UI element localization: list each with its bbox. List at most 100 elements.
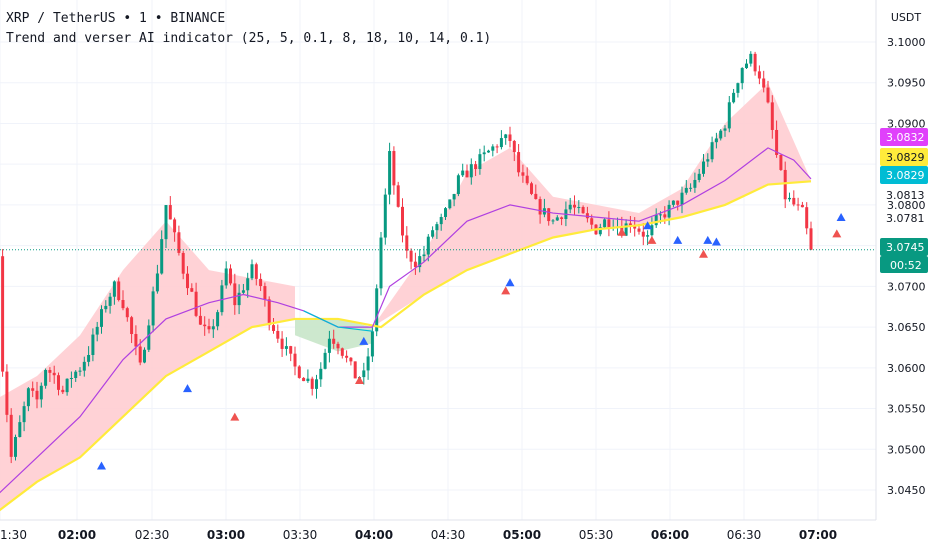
candle[interactable] xyxy=(151,291,155,326)
candle[interactable] xyxy=(48,370,52,373)
candle[interactable] xyxy=(689,187,693,189)
candle[interactable] xyxy=(237,292,241,306)
candle[interactable] xyxy=(134,334,138,347)
buy-signal-marker[interactable] xyxy=(359,336,369,345)
candle[interactable] xyxy=(448,199,452,209)
sell-signal-marker[interactable] xyxy=(699,249,708,258)
candle[interactable] xyxy=(560,217,564,219)
candle[interactable] xyxy=(177,232,181,253)
candle[interactable] xyxy=(22,406,26,423)
candle[interactable] xyxy=(452,194,456,200)
candle[interactable] xyxy=(422,254,426,257)
candle[interactable] xyxy=(800,204,804,208)
buy-signal-marker[interactable] xyxy=(183,384,192,393)
candle[interactable] xyxy=(461,170,465,176)
candle[interactable] xyxy=(568,204,572,210)
candle[interactable] xyxy=(147,325,151,350)
candle[interactable] xyxy=(216,312,220,327)
candle[interactable] xyxy=(340,348,344,356)
candle[interactable] xyxy=(487,150,490,153)
buy-signal-marker[interactable] xyxy=(643,221,653,230)
candle[interactable] xyxy=(714,138,718,143)
candle[interactable] xyxy=(272,325,275,331)
candle[interactable] xyxy=(293,353,297,367)
candle[interactable] xyxy=(405,235,409,251)
candle[interactable] xyxy=(624,223,628,236)
candle[interactable] xyxy=(280,338,284,349)
candle[interactable] xyxy=(117,281,121,301)
candle[interactable] xyxy=(130,317,134,335)
candle[interactable] xyxy=(375,288,379,332)
candle[interactable] xyxy=(508,134,512,141)
candle[interactable] xyxy=(671,200,675,205)
candle[interactable] xyxy=(104,305,108,310)
candle[interactable] xyxy=(39,385,43,400)
candle[interactable] xyxy=(426,236,430,255)
candle[interactable] xyxy=(302,377,306,382)
candle[interactable] xyxy=(220,285,224,313)
candle[interactable] xyxy=(590,218,594,225)
candle[interactable] xyxy=(702,161,705,174)
candle[interactable] xyxy=(456,175,460,195)
candle[interactable] xyxy=(693,179,697,188)
candle[interactable] xyxy=(121,300,125,309)
candle[interactable] xyxy=(57,375,60,390)
candle[interactable] xyxy=(336,343,340,349)
candle[interactable] xyxy=(263,286,267,300)
candle[interactable] xyxy=(284,346,288,349)
candle[interactable] xyxy=(401,206,404,236)
candle[interactable] xyxy=(229,268,232,284)
candle[interactable] xyxy=(69,377,73,379)
candle[interactable] xyxy=(95,326,99,335)
candle[interactable] xyxy=(31,388,35,391)
candle[interactable] xyxy=(366,356,370,371)
candle[interactable] xyxy=(413,261,417,268)
candle[interactable] xyxy=(628,223,632,226)
candle[interactable] xyxy=(581,207,585,214)
candle[interactable] xyxy=(108,296,112,306)
buy-signal-marker[interactable] xyxy=(505,278,515,287)
candle[interactable] xyxy=(203,324,207,327)
candle[interactable] xyxy=(160,239,164,274)
buy-signal-marker[interactable] xyxy=(703,235,713,244)
price-axis[interactable] xyxy=(876,0,932,550)
candle[interactable] xyxy=(495,146,499,148)
candle[interactable] xyxy=(297,366,301,378)
candle[interactable] xyxy=(181,252,185,274)
candle[interactable] xyxy=(770,102,774,130)
candle[interactable] xyxy=(362,370,366,378)
sell-signal-marker[interactable] xyxy=(355,375,364,384)
candle[interactable] xyxy=(530,183,533,194)
candle[interactable] xyxy=(74,371,78,378)
candle[interactable] xyxy=(100,309,103,327)
candle[interactable] xyxy=(676,200,680,205)
candle[interactable] xyxy=(112,281,116,297)
candle[interactable] xyxy=(504,134,508,139)
candle[interactable] xyxy=(517,152,521,173)
candle[interactable] xyxy=(706,159,710,162)
candle[interactable] xyxy=(276,330,280,339)
candle[interactable] xyxy=(680,192,684,205)
candle[interactable] xyxy=(379,237,383,289)
candle[interactable] xyxy=(125,308,129,318)
candle[interactable] xyxy=(52,372,56,376)
candle[interactable] xyxy=(233,283,237,306)
candle[interactable] xyxy=(796,204,800,206)
sell-signal-marker[interactable] xyxy=(647,235,657,244)
candle[interactable] xyxy=(555,217,559,221)
candle[interactable] xyxy=(521,172,525,176)
candle[interactable] xyxy=(525,175,529,184)
candle[interactable] xyxy=(478,154,482,170)
candle[interactable] xyxy=(327,338,331,353)
candle[interactable] xyxy=(370,331,374,357)
candle[interactable] xyxy=(61,389,65,393)
buy-signal-marker[interactable] xyxy=(836,213,846,222)
candle[interactable] xyxy=(749,53,753,64)
candle[interactable] xyxy=(607,219,611,228)
candle[interactable] xyxy=(547,208,551,222)
sell-signal-marker[interactable] xyxy=(501,286,511,295)
candle[interactable] xyxy=(646,235,650,237)
candle[interactable] xyxy=(323,352,327,369)
candle[interactable] xyxy=(194,291,198,316)
